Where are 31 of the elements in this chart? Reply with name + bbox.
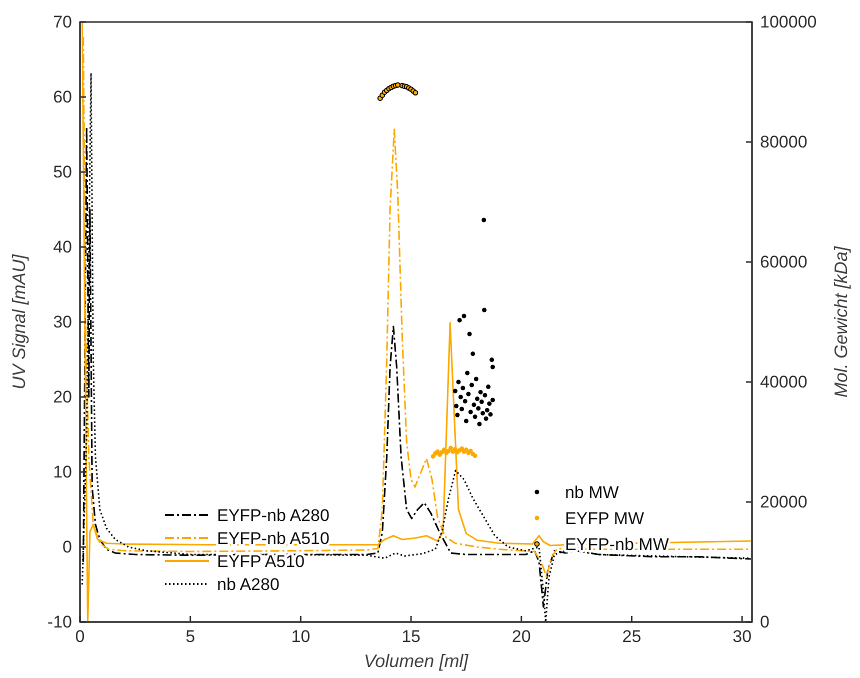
y-tick-label: 40: [53, 237, 72, 256]
x-tick-label: 10: [291, 627, 310, 646]
legend-label: nb A280: [217, 575, 280, 594]
y2-tick-label: 20000: [760, 492, 808, 512]
legend-label: EYFP-nb A510: [217, 529, 330, 548]
x-tick-label: 5: [186, 627, 196, 646]
y-tick-label: 50: [53, 162, 72, 182]
x-tick-label: 25: [622, 627, 642, 646]
y-axis-title: UV Signal [mAU]: [9, 253, 29, 390]
y-tick-label: -10: [47, 612, 72, 632]
y-tick-label: 30: [53, 312, 72, 332]
y2-tick-label: 80000: [760, 132, 808, 152]
legend-label: nb MW: [564, 483, 619, 502]
y2-tick-label: 100000: [760, 12, 817, 32]
y2-tick-label: 40000: [760, 372, 808, 392]
y-tick-label: 60: [53, 87, 72, 106]
legend-label: EYFP MW: [564, 509, 644, 528]
x-tick-label: 20: [512, 627, 531, 646]
y2-tick-label: 0: [760, 612, 770, 632]
x-axis-title: Volumen [ml]: [364, 651, 470, 671]
y-tick-label: 10: [53, 462, 72, 482]
x-tick-label: 0: [75, 627, 85, 646]
y2-tick-label: 60000: [760, 252, 808, 272]
y-tick-label: 20: [53, 387, 72, 406]
legend-label: EYFP-nb A280: [217, 506, 330, 525]
x-tick-label: 15: [402, 627, 420, 646]
y-tick-label: 70: [53, 12, 72, 32]
y2-axis-title: Mol. Gewicht [kDa]: [831, 245, 851, 398]
y-tick-label: 0: [62, 537, 72, 556]
legend-label: EYFP A510: [217, 552, 305, 571]
x-tick-label: 30: [732, 627, 752, 646]
